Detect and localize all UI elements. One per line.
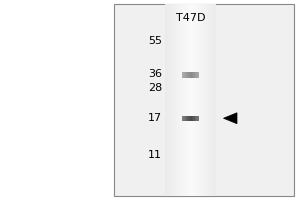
Bar: [209, 4, 210, 196]
Bar: [195, 72, 196, 78]
Bar: [191, 72, 192, 78]
Bar: [211, 4, 212, 196]
Bar: [203, 4, 204, 196]
Bar: [182, 116, 183, 121]
Bar: [204, 4, 205, 196]
Bar: [184, 4, 185, 196]
Bar: [180, 4, 181, 196]
Bar: [178, 4, 179, 196]
Text: 11: 11: [148, 150, 162, 160]
Bar: [171, 4, 172, 196]
Bar: [192, 72, 193, 78]
Bar: [195, 4, 196, 196]
Bar: [182, 4, 183, 196]
Bar: [195, 116, 196, 121]
Bar: [174, 4, 175, 196]
Bar: [213, 4, 214, 196]
Bar: [167, 4, 168, 196]
Bar: [185, 4, 186, 196]
Text: T47D: T47D: [176, 13, 205, 23]
Bar: [183, 4, 184, 196]
Bar: [170, 4, 171, 196]
Bar: [181, 4, 182, 196]
Bar: [187, 116, 188, 121]
Bar: [210, 4, 211, 196]
Bar: [166, 4, 167, 196]
Bar: [192, 116, 193, 121]
Bar: [200, 4, 201, 196]
Bar: [173, 4, 174, 196]
Bar: [190, 72, 191, 78]
Bar: [184, 116, 185, 121]
Bar: [214, 4, 215, 196]
Bar: [177, 4, 178, 196]
Bar: [172, 4, 173, 196]
Bar: [201, 4, 202, 196]
Bar: [182, 72, 183, 78]
Bar: [114, 4, 294, 196]
Bar: [212, 4, 213, 196]
Bar: [197, 72, 198, 78]
Bar: [186, 72, 187, 78]
Bar: [199, 4, 200, 196]
Bar: [194, 72, 195, 78]
Bar: [207, 4, 208, 196]
Bar: [183, 72, 184, 78]
Bar: [189, 72, 190, 78]
Bar: [191, 116, 192, 121]
Bar: [198, 72, 199, 78]
Bar: [187, 72, 188, 78]
Bar: [183, 116, 184, 121]
Bar: [196, 4, 198, 196]
Text: 55: 55: [148, 36, 162, 46]
Bar: [193, 116, 194, 121]
Bar: [188, 4, 190, 196]
Bar: [194, 4, 195, 196]
Bar: [186, 4, 188, 196]
Bar: [184, 72, 185, 78]
Text: 28: 28: [148, 83, 162, 93]
Bar: [191, 4, 193, 196]
Bar: [198, 116, 199, 121]
Bar: [202, 4, 203, 196]
Bar: [196, 72, 197, 78]
Bar: [215, 4, 216, 196]
Bar: [189, 116, 190, 121]
Bar: [185, 116, 186, 121]
Bar: [205, 4, 206, 196]
Bar: [165, 4, 166, 196]
Bar: [197, 116, 198, 121]
Bar: [168, 4, 169, 196]
Bar: [193, 4, 194, 196]
Bar: [206, 4, 207, 196]
Bar: [198, 4, 199, 196]
Bar: [176, 4, 177, 196]
Bar: [190, 116, 191, 121]
Bar: [185, 72, 186, 78]
Bar: [190, 4, 191, 196]
Bar: [188, 116, 189, 121]
Bar: [186, 116, 187, 121]
Bar: [196, 116, 197, 121]
Bar: [188, 72, 189, 78]
Bar: [175, 4, 176, 196]
Bar: [179, 4, 180, 196]
Bar: [194, 116, 195, 121]
Bar: [208, 4, 209, 196]
Text: 17: 17: [148, 113, 162, 123]
Text: 36: 36: [148, 69, 162, 79]
Polygon shape: [224, 113, 237, 124]
Bar: [193, 72, 194, 78]
Bar: [169, 4, 170, 196]
